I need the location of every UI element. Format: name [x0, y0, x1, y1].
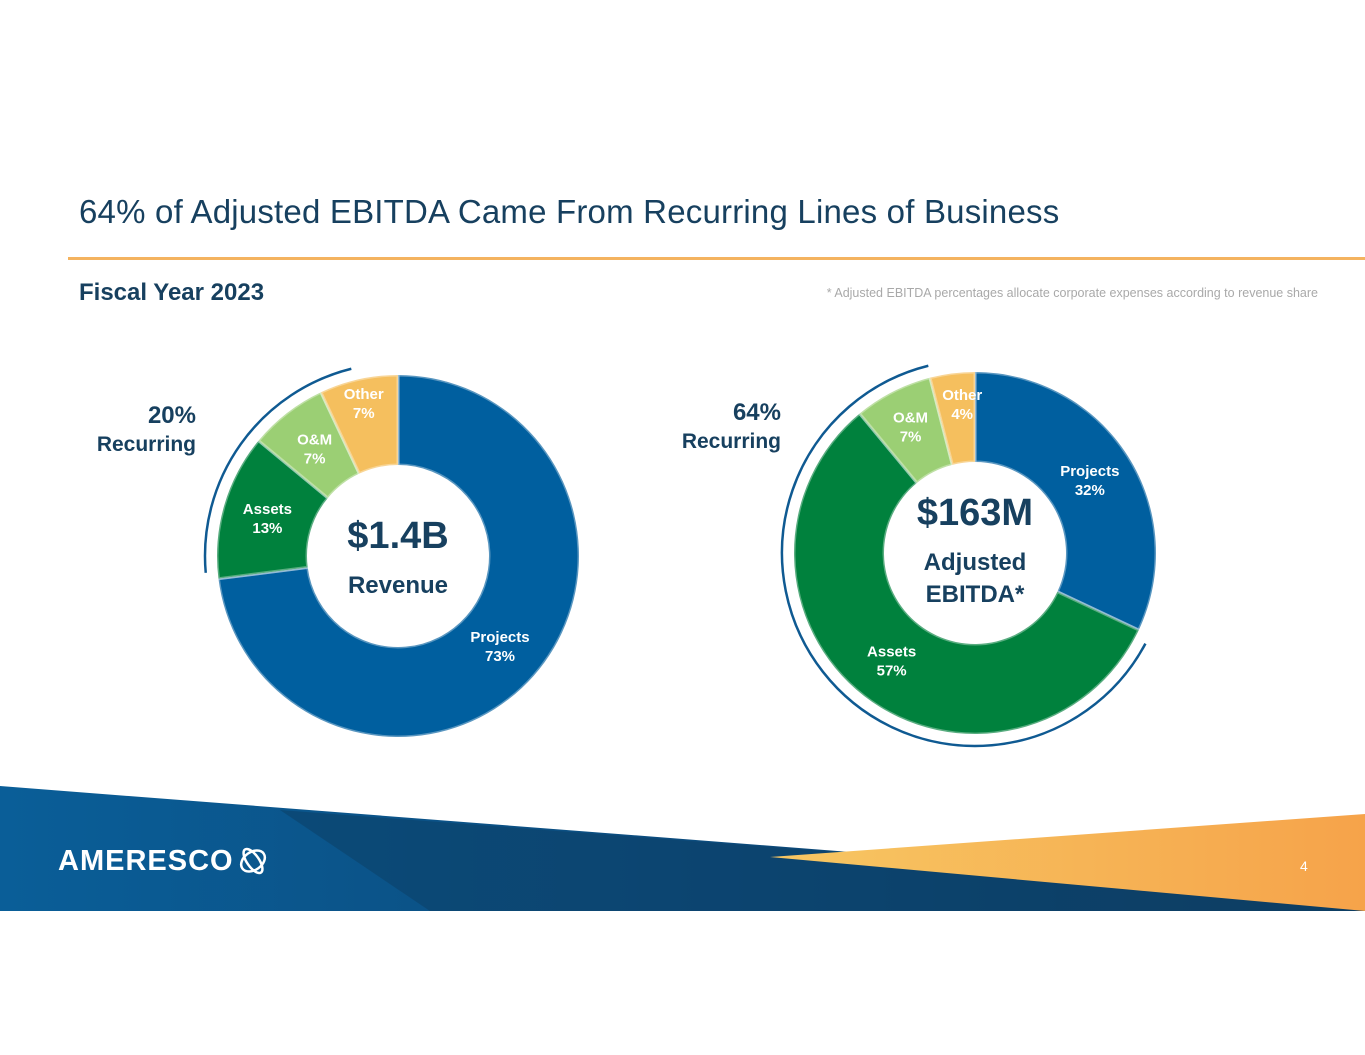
page-number: 4 [1300, 858, 1308, 874]
recurring-label-revenue: 20% Recurring [97, 401, 196, 459]
title-divider [68, 257, 1365, 260]
slice-label-projects-chart1: Projects 73% [470, 629, 529, 665]
center-value-chart2: $163M [917, 492, 1033, 534]
recurring-pct-revenue: 20% [147, 402, 196, 429]
footer-band [0, 786, 1365, 911]
recurring-arc-chart1 [203, 367, 352, 573]
center-label-chart1: Revenue [348, 572, 448, 599]
slice-label-om-chart2: O&M 7% [893, 409, 928, 445]
slice-label-other-chart2: Other 4% [942, 387, 982, 423]
slice-om-chart2 [857, 375, 955, 485]
footer-orange-band [770, 814, 1365, 911]
slice-label-om-chart1: O&M 7% [297, 432, 332, 468]
recurring-arc-chart2 [780, 364, 1147, 748]
center-label-chart2: Adjusted [924, 549, 1027, 576]
slice-other-chart2 [928, 370, 977, 467]
slice-other-chart1 [318, 373, 400, 476]
slice-projects-chart2 [973, 370, 1158, 633]
slice-projects-chart1 [216, 373, 581, 739]
slice-label-projects-chart2: Projects 32% [1060, 463, 1119, 499]
company-logo: AMERESCO [58, 841, 274, 881]
footnote: * Adjusted EBITDA percentages allocate c… [826, 286, 1318, 300]
slice-assets-chart2 [792, 411, 1141, 736]
donut-charts: Projects 73%Assets 13%O&M 7%Other 7%$1.4BRev… [203, 364, 1158, 748]
logo-text: AMERESCO [58, 844, 234, 877]
slice-label-assets-chart2: Assets 57% [867, 643, 916, 679]
slice-om-chart1 [256, 390, 362, 501]
recurring-pct-ebitda: 64% [732, 399, 781, 426]
recurring-word-ebitda: Recurring [681, 430, 781, 453]
recurring-word-revenue: Recurring [96, 433, 196, 456]
slice-assets-chart1 [215, 438, 330, 581]
slice-label-other-chart1: Other 7% [344, 386, 384, 422]
slice-label-assets-chart1: Assets 13% [243, 501, 292, 537]
center-value-chart1: $1.4B [347, 515, 448, 557]
page-title: 64% of Adjusted EBITDA Came From Recurri… [79, 193, 1060, 230]
center-label-chart2: EBITDA* [926, 581, 1025, 608]
recurring-label-ebitda: 64% Recurring [682, 398, 781, 456]
page-subtitle: Fiscal Year 2023 [79, 279, 265, 306]
globe-icon [239, 847, 266, 875]
